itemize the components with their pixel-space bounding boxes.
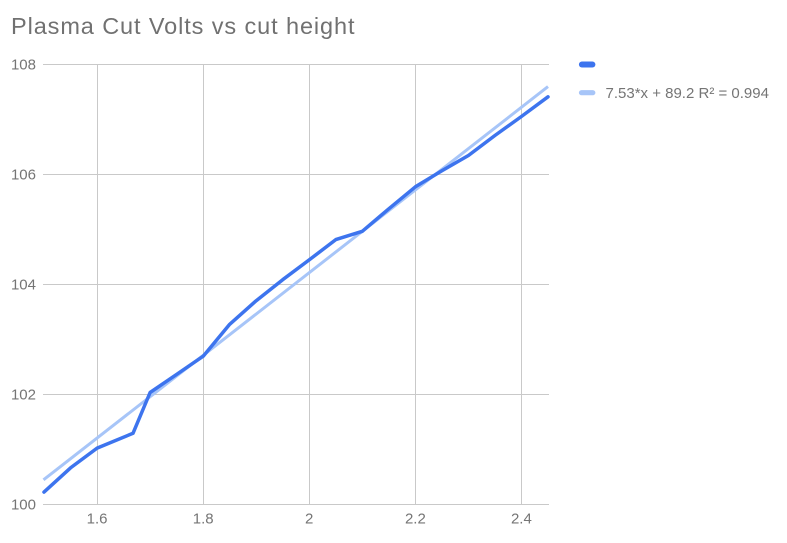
svg-text:106: 106 [11,166,36,183]
svg-text:1.8: 1.8 [193,511,214,528]
svg-text:2.2: 2.2 [405,511,426,528]
svg-text:100: 100 [11,496,36,513]
svg-text:104: 104 [11,276,36,293]
svg-text:1.6: 1.6 [87,511,108,528]
svg-text:2.4: 2.4 [511,511,532,528]
svg-text:102: 102 [11,386,36,403]
svg-text:2: 2 [305,511,313,528]
svg-text:108: 108 [11,56,36,73]
svg-text:7.53*x + 89.2 R² = 0.994: 7.53*x + 89.2 R² = 0.994 [606,85,769,102]
